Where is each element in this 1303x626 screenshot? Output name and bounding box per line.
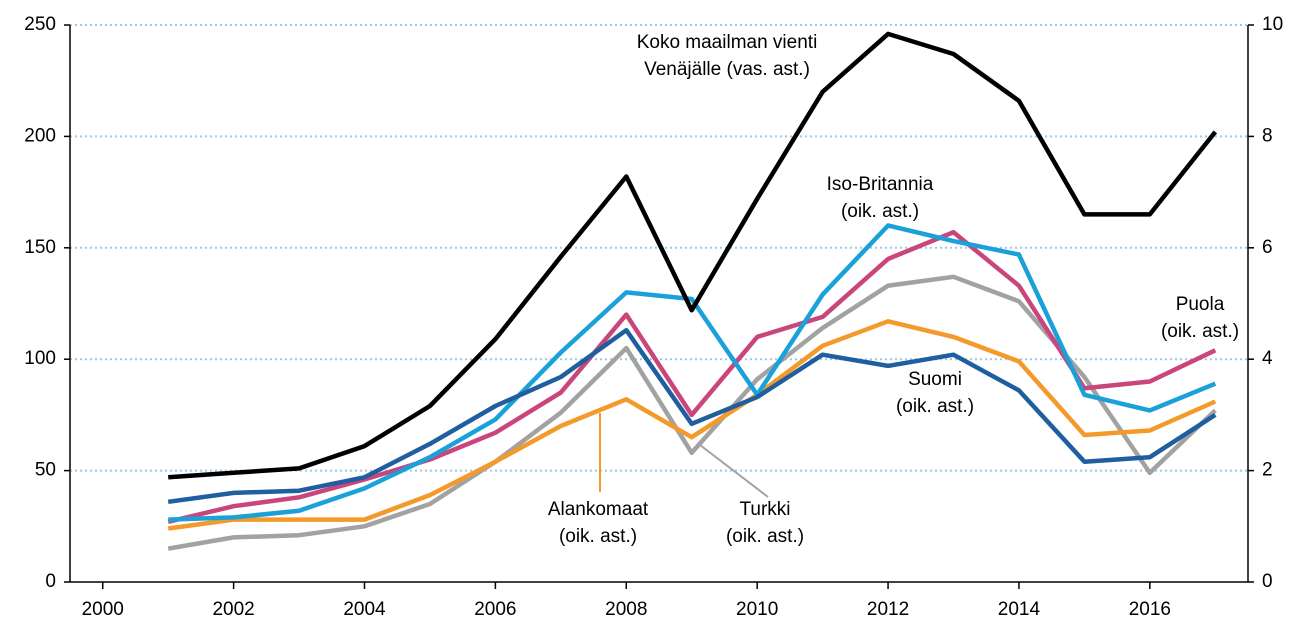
- leader-line: [699, 444, 769, 498]
- series-label: Venäjälle (vas. ast.): [644, 59, 810, 80]
- y2-tick-label: 6: [1262, 237, 1273, 258]
- y2-tick-label: 4: [1262, 348, 1273, 369]
- y-tick-label: 250: [24, 14, 56, 35]
- y-tick-label: 100: [24, 348, 56, 369]
- x-tick-label: 2010: [736, 599, 778, 620]
- series-label: Iso-Britannia: [827, 174, 934, 195]
- series-line: [167, 319, 1217, 531]
- x-tick-label: 2008: [605, 599, 647, 620]
- y2-tick-label: 8: [1262, 125, 1273, 146]
- series-label: Puola: [1176, 294, 1225, 315]
- series-label: Koko maailman vienti: [637, 32, 818, 53]
- y2-tick-label: 10: [1262, 14, 1283, 35]
- x-tick-label: 2014: [998, 599, 1041, 620]
- y2-tick-label: 2: [1262, 460, 1273, 481]
- series-label: Suomi: [908, 369, 962, 390]
- series-line: [167, 229, 1217, 524]
- x-tick-label: 2012: [867, 599, 909, 620]
- y-tick-label: 150: [24, 237, 56, 258]
- x-tick-label: 2000: [82, 599, 124, 620]
- series-line: [168, 31, 1218, 480]
- series-line: [167, 327, 1217, 505]
- series-label: (oik. ast.): [559, 526, 637, 547]
- series-label: (oik. ast.): [1161, 321, 1239, 342]
- y-tick-label: 0: [45, 571, 56, 592]
- series-line: [167, 274, 1217, 551]
- x-tick-label: 2004: [343, 599, 386, 620]
- series-label: Turkki: [739, 499, 790, 520]
- x-tick-label: 2016: [1129, 599, 1171, 620]
- y-tick-label: 50: [35, 460, 56, 481]
- series-label: Alankomaat: [548, 499, 649, 520]
- y-tick-label: 200: [24, 125, 56, 146]
- series-label: (oik. ast.): [841, 201, 919, 222]
- series-label: (oik. ast.): [896, 396, 974, 417]
- series-line: [168, 223, 1217, 522]
- y2-tick-label: 0: [1262, 571, 1273, 592]
- x-tick-label: 2006: [474, 599, 516, 620]
- series-label: (oik. ast.): [726, 526, 804, 547]
- x-tick-label: 2002: [212, 599, 254, 620]
